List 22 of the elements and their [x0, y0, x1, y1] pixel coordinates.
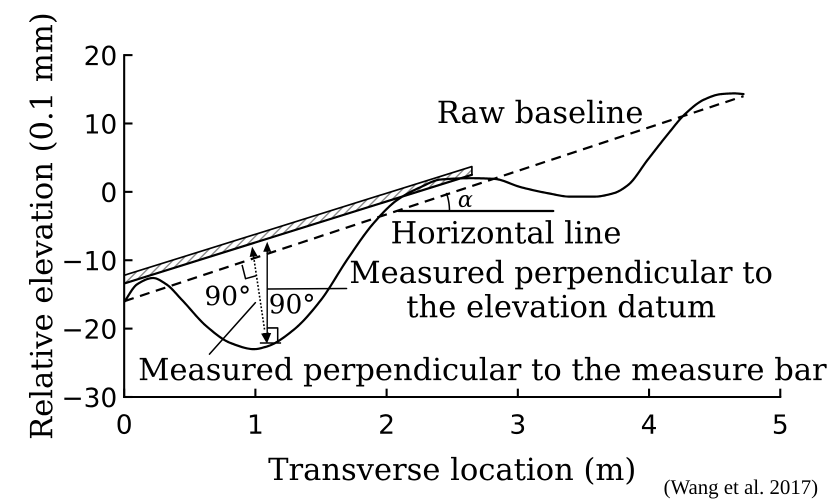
annotation: Raw baseline	[438, 100, 642, 124]
annotation: Horizontal line	[392, 220, 620, 244]
x-tick-label: 0	[118, 414, 131, 434]
text: (Wang et al. 2017)	[664, 480, 818, 498]
y-tick-label: 20	[86, 46, 116, 66]
y-tick-label: 10	[86, 114, 116, 134]
x-tick-label: 4	[642, 414, 656, 434]
annotation: 90°	[270, 294, 314, 314]
annotation: α	[458, 195, 472, 208]
annotation: 90°	[206, 286, 249, 306]
y-axis-title: Relative elevation (0.1 mm)	[28, 14, 57, 438]
annotation: Measured perpendicular to the measure bar	[140, 356, 827, 386]
x-axis-title: Transverse location (m)	[268, 456, 634, 485]
y-tick-label: 0	[102, 182, 116, 202]
x-tick-label: 3	[511, 414, 524, 434]
y-tick-label: −30	[64, 387, 116, 408]
y-tick-label: −20	[64, 319, 116, 340]
x-tick-label: 1	[250, 414, 262, 434]
annotation: Measured perpendicular to the elevation datum	[350, 260, 772, 318]
x-tick-label: 5	[774, 414, 786, 434]
y-tick-label: −10	[64, 250, 116, 271]
x-tick-label: 2	[380, 414, 392, 434]
